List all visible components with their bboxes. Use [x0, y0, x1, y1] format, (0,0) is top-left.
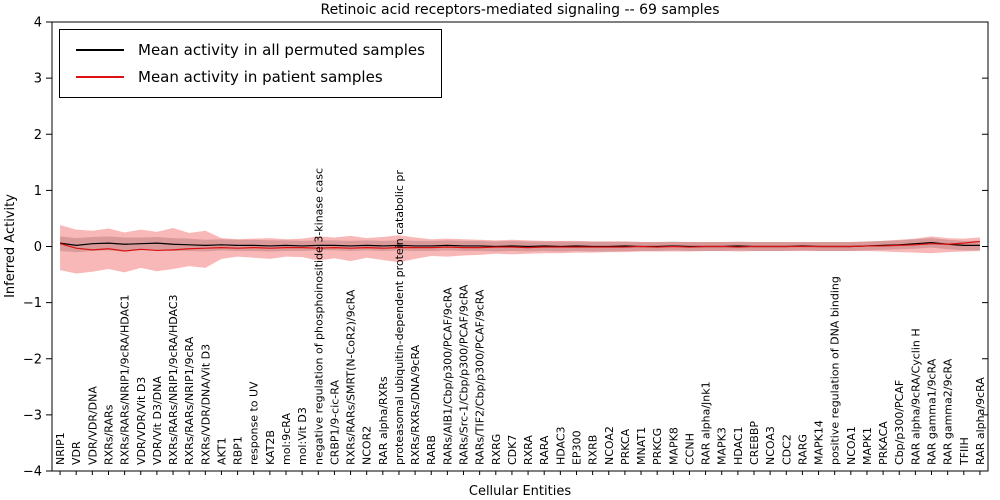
x-tick-label: HDAC1 [732, 426, 745, 465]
x-tick-label: RARs/TIF2/Cbp/p300/PCAF/9cRA [474, 289, 487, 465]
x-tick-label: RXRs/RARs/NRIP1/9cRA/HDAC1 [119, 294, 132, 465]
y-axis-label: Inferred Activity [3, 194, 18, 298]
x-tick-label: NCOR2 [361, 426, 374, 465]
x-tick-label: mol:9cRA [280, 413, 293, 465]
x-tick-label: RXRs/RARs/NRIP1/9cRA/HDAC3 [167, 294, 180, 465]
x-tick-label: MAPK1 [861, 427, 874, 465]
chart-title: Retinoic acid receptors-mediated signali… [320, 2, 720, 18]
y-tick-label: 1 [34, 184, 42, 199]
x-tick-label: VDR/Vit D3/DNA [151, 376, 164, 465]
x-tick-label: RXRG [490, 434, 503, 465]
x-tick-label: NRIP1 [54, 432, 67, 465]
y-tick-label: 3 [34, 72, 42, 87]
x-tick-label: RXRs/RXRs/DNA/9cRA [409, 344, 422, 465]
y-tick-label: −3 [23, 408, 42, 423]
x-tick-label: AKT1 [215, 437, 228, 465]
x-tick-label: KAT2B [264, 430, 277, 465]
x-tick-label: TFIIH [958, 437, 971, 466]
x-tick-label: MNAT1 [635, 427, 648, 465]
x-tick-label: MAPK8 [667, 427, 680, 465]
x-tick-label: CDC2 [780, 434, 793, 465]
x-tick-label: VDR/VDR/Vit D3 [135, 377, 148, 465]
x-tick-label: RXRs/RARs [102, 404, 115, 465]
permuted-line-swatch [76, 49, 124, 51]
y-tick-label: −1 [23, 296, 42, 311]
x-tick-label: CRBP1/9-cic-RA [328, 380, 341, 465]
x-tick-label: VDR/VDR/DNA [86, 386, 99, 465]
y-tick-label: −4 [23, 465, 42, 480]
legend-item-permuted: Mean activity in all permuted samples [76, 41, 425, 59]
x-tick-label: negative regulation of phosphoinositide … [312, 168, 325, 465]
x-tick-label: RAR alpha/Jnk1 [700, 381, 713, 465]
x-tick-label: PRKCA [619, 428, 632, 465]
x-tick-label: RARs/AIB1/Cbp/p300/PCAF/9cRA [441, 287, 454, 465]
legend-label-patient: Mean activity in patient samples [138, 68, 383, 86]
legend: Mean activity in all permuted samples Me… [59, 29, 442, 98]
x-tick-label: RARG [796, 434, 809, 465]
y-tick-label: −2 [23, 352, 42, 367]
x-tick-label: NCOA3 [764, 426, 777, 465]
x-tick-label: RARA [538, 435, 551, 465]
x-tick-label: EP300 [570, 430, 583, 465]
x-tick-label: RAR gamma2/9cRA [942, 358, 955, 465]
y-tick-label: 0 [34, 240, 42, 255]
legend-label-permuted: Mean activity in all permuted samples [138, 41, 425, 59]
x-tick-label: CREBBP [748, 421, 761, 465]
x-tick-label: PRKACA [877, 421, 890, 465]
x-axis-label: Cellular Entities [468, 484, 572, 499]
x-tick-label: RARB [425, 435, 438, 465]
patient-confidence-band [60, 225, 980, 274]
x-tick-label: proteasomal ubiquitin-dependent protein … [393, 170, 406, 465]
x-tick-label: RXRA [522, 435, 535, 465]
x-tick-label: positive regulation of DNA binding [829, 276, 842, 465]
x-tick-label: MAPK14 [813, 420, 826, 465]
x-tick-label: RBP1 [232, 436, 245, 465]
patient-mean-line [59, 240, 980, 252]
x-tick-label: RXRs/RARs/NRIP1/9cRA [183, 336, 196, 465]
x-tick-label: CDK7 [506, 435, 519, 465]
x-tick-label: CCNH [683, 433, 696, 465]
x-tick-label: RAR gamma1/9cRA [926, 358, 939, 465]
y-tick-label: 2 [34, 128, 42, 143]
x-tick-label: NCOA2 [603, 426, 616, 465]
x-tick-label: RAR alpha/9cRA/Cyclin H [909, 328, 922, 465]
x-tick-label: MAPK3 [716, 427, 729, 465]
x-tick-label: mol:Vit D3 [296, 407, 309, 465]
x-tick-label: HDAC3 [554, 426, 567, 465]
x-tick-label: VDR [70, 441, 83, 465]
x-tick-label: RAR alpha/9cRA [974, 377, 987, 465]
x-tick-label: RXRs/RARs/SMRT(N-CoR2)/9cRA [345, 289, 358, 465]
x-tick-label: response to UV [248, 381, 261, 465]
x-tick-label: RAR alpha/RXRs [377, 376, 390, 465]
legend-item-patient: Mean activity in patient samples [76, 68, 425, 86]
x-tick-label: RXRB [587, 435, 600, 465]
x-tick-label: NCOA1 [845, 426, 858, 465]
x-tick-label: RXRs/VDR/DNA/Vit D3 [199, 344, 212, 465]
x-tick-label: Cbp/p300/PCAF [893, 380, 906, 465]
x-tick-label: PRKCG [651, 428, 664, 465]
patient-line-swatch [76, 76, 124, 78]
y-tick-label: 4 [34, 16, 42, 31]
x-tick-label: RARs/Src-1/Cbp/p300/PCAF/9cRA [458, 284, 471, 465]
